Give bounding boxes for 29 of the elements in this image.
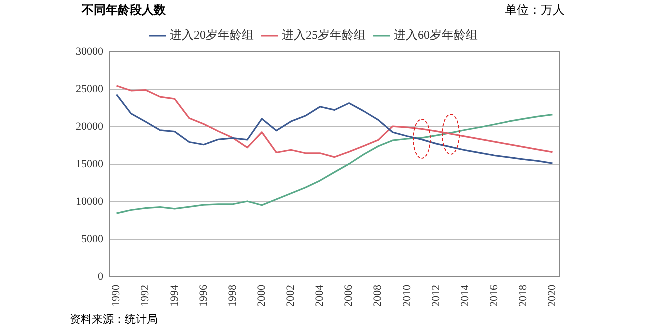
x-tick-label: 1996: [198, 284, 210, 307]
y-tick-label: 30000: [76, 46, 104, 58]
x-tick-label: 1990: [110, 284, 123, 307]
x-tick-label: 2020: [546, 284, 559, 307]
y-tick-label: 10000: [76, 196, 104, 208]
x-tick-label: 2018: [518, 284, 530, 307]
x-tick-label: 2014: [459, 284, 472, 307]
x-tick-label: 2004: [314, 284, 326, 307]
y-tick-label: 25000: [76, 83, 104, 96]
legend-label: 进入60岁年龄组: [394, 28, 478, 42]
text: 资料来源：统计局: [70, 312, 158, 327]
x-tick-label: 2008: [372, 284, 384, 307]
chart-title: 不同年龄段人数: [82, 2, 166, 19]
x-tick-label: 2010: [401, 284, 414, 307]
x-tick-label: 1998: [226, 284, 239, 307]
x-tick-label: 2000: [256, 284, 268, 307]
y-tick-label: 20000: [76, 120, 104, 133]
x-tick-label: 2006: [343, 284, 356, 307]
legend-label: 进入20岁年龄组: [170, 28, 254, 42]
x-tick-label: 1992: [140, 285, 152, 307]
x-tick-label: 2012: [430, 285, 442, 307]
y-tick-label: 15000: [76, 158, 104, 170]
y-tick-label: 5000: [82, 233, 104, 246]
y-tick-label: 0: [98, 270, 104, 283]
x-tick-label: 2016: [488, 284, 500, 307]
legend-label: 进入25岁年龄组: [282, 28, 366, 42]
x-tick-label: 1994: [168, 284, 181, 307]
x-tick-label: 2002: [285, 285, 298, 307]
chart-subtitle: 单位：万人: [505, 2, 565, 19]
